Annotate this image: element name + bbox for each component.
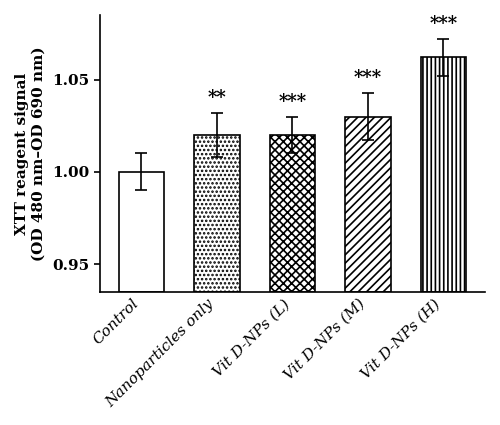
Text: ***: *** [278,93,306,111]
Bar [270,135,315,292]
Text: **: ** [208,89,227,107]
Bar [421,57,466,292]
Bar [346,116,391,292]
Text: ***: *** [430,15,458,34]
Text: ***: *** [354,69,382,87]
Bar [194,135,240,292]
Y-axis label: XTT reagent signal
(OD 480 nm–OD 690 nm): XTT reagent signal (OD 480 nm–OD 690 nm) [15,46,45,261]
Bar [118,172,164,292]
